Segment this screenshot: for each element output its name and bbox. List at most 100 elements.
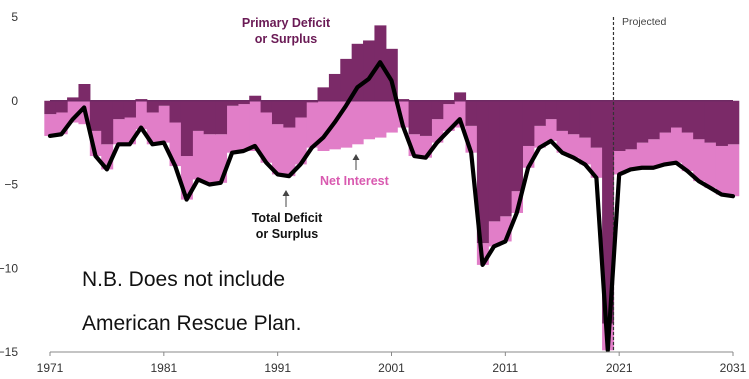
primary-deficit-bar [306,100,319,103]
net-interest-bar [408,134,421,157]
primary-deficit-bar [192,100,205,131]
primary-deficit-bar [146,100,159,113]
net-interest-bar [317,100,330,151]
note-line1: N.B. Does not include [82,268,285,291]
net-interest-bar [123,117,136,145]
net-interest-bar [488,221,501,247]
x-tick-label: 2021 [606,361,633,375]
primary-deficit-bar [112,100,125,120]
primary-deficit-bar [283,100,296,128]
net-interest-bar [249,100,262,151]
primary-deficit-bar [511,100,524,192]
primary-deficit-bar [180,100,193,157]
primary-deficit-bar [567,100,580,135]
net-interest-bar [522,145,535,168]
primary-deficit-bar [533,100,546,126]
primary-deficit-bar [67,97,80,101]
net-interest-bar [681,132,694,172]
note-line2: American Rescue Plan. [82,312,301,335]
primary-deficit-bar [260,100,273,113]
total-deficit-line [47,60,736,353]
net-interest-bar [385,100,398,133]
net-interest-bar [499,216,512,242]
primary-deficit-bar [579,100,592,138]
net-interest-bar [727,144,740,197]
primary-deficit-bar [476,100,489,244]
primary-deficit-bar [454,92,467,101]
net-interest-bar [55,112,68,135]
primary-deficit-bar [488,100,501,222]
net-interest-bar [146,112,159,145]
net-interest-bar [306,102,319,148]
net-interest-bar [158,105,171,143]
net-interest-bar [44,114,57,136]
primary-label-line2: or Surplus [255,32,318,46]
net-interest-bar [340,100,353,148]
primary-deficit-bar [226,100,239,106]
net-interest-bar [169,122,182,167]
net-interest-bar [283,127,296,177]
primary-label-line1: Primary Deficit [242,16,331,30]
net-interest-bar [215,134,228,183]
net-interest-bar [693,139,706,182]
primary-deficit-bar [271,100,284,125]
net-interest-bar [180,156,193,200]
total-label-line1: Total Deficit [252,211,323,225]
total-label-line2: or Surplus [256,227,319,241]
net-interest-bar [715,145,728,195]
net-interest-bar [294,117,307,165]
net-interest-bar [556,130,569,153]
net-interest-bar [374,100,387,138]
net-interest-bar [203,134,216,185]
net-interest-bar [454,100,467,128]
x-tick-label: 1981 [150,361,177,375]
net-interest-bar [351,100,364,145]
primary-deficit-bar [465,100,478,126]
primary-deficit-bar [556,100,569,131]
primary-deficit-bar [78,84,91,101]
primary-deficit-bar [704,100,717,143]
primary-deficit-bar [249,95,262,101]
primary-deficit-bar [670,100,683,128]
primary-deficit-bar [44,100,57,115]
primary-deficit-bar [442,100,455,105]
primary-deficit-bar [340,58,353,101]
primary-deficit-bar [419,100,432,136]
net-interest-bar [431,119,444,143]
y-tick-label: −5 [4,178,18,192]
net-interest-bar [511,191,524,213]
net-interest-bar [67,100,80,123]
primary-deficit-bar [693,100,706,140]
projected-label: Projected [622,16,667,28]
primary-deficit-bar [89,100,102,131]
net-interest-bars [44,100,740,351]
primary-deficit-bar [351,43,364,101]
net-interest-bar [442,104,455,131]
x-axis-ticks: 1971 1981 1991 2001 2011 2021 2031 [37,352,747,375]
primary-deficit-bar [545,100,558,120]
primary-deficit-bar [55,100,68,113]
net-interest-bar [363,100,376,140]
primary-deficit-bar [715,100,728,146]
net-interest-arrowhead [352,154,360,160]
primary-deficit-bar [363,40,376,101]
net-interest-bar [226,105,239,153]
primary-deficit-bar [328,73,341,101]
primary-deficit-bar [624,100,637,150]
primary-deficit-bar [408,100,421,135]
primary-deficit-bar [294,100,307,118]
primary-deficit-bar [602,100,615,324]
net-interest-bar [545,119,558,141]
net-interest-bar [659,132,671,165]
y-tick-label: 0 [11,94,18,108]
primary-deficit-bar [158,100,171,106]
primary-deficit-bar [727,100,740,145]
primary-deficit-bar [636,100,649,143]
x-tick-label: 2031 [720,361,747,375]
total-arrowhead [282,190,290,196]
x-tick-label: 1991 [264,361,291,375]
primary-deficit-bar [522,100,535,146]
primary-deficit-bar [613,100,626,151]
